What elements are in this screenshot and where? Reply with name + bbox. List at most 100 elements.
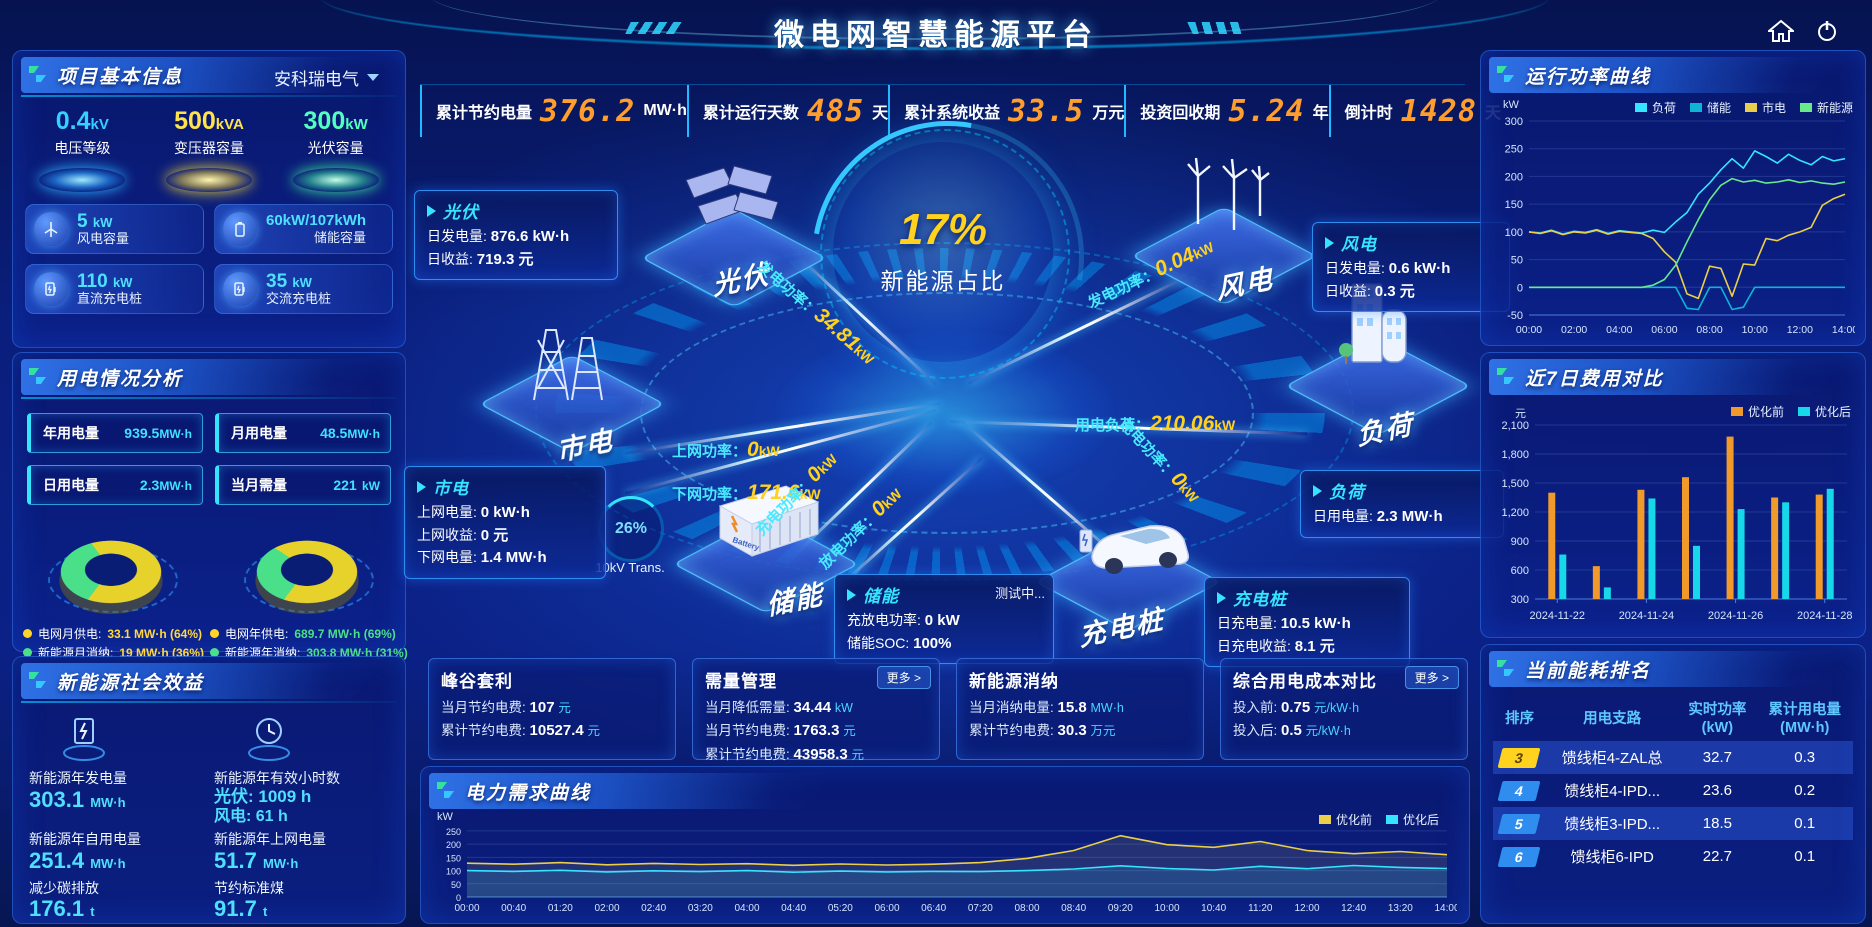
legend-storage[interactable]: 储能 bbox=[1689, 99, 1731, 116]
svg-text:03:20: 03:20 bbox=[688, 903, 713, 914]
demand-chart-legend: 优化前 优化后 bbox=[1318, 811, 1439, 828]
svg-text:01:20: 01:20 bbox=[548, 903, 573, 914]
charger-info-box: 充电桩 日充电量: 10.5 kW·h 日充电收益: 8.1 元 bbox=[1204, 577, 1410, 667]
benefit-self-use: 新能源年自用电量 251.4 MW·h bbox=[29, 831, 141, 874]
cost-comparison-box: 综合用电成本对比 更多 > 投入前: 0.75 元/kW·h 投入后: 0.5 … bbox=[1220, 658, 1468, 760]
ranking-table: 排序 用电支路 实时功率 (kW) 累计用电量 (MW·h) 3 馈线柜4-ZAL… bbox=[1493, 697, 1853, 873]
svg-text:0: 0 bbox=[1517, 282, 1523, 294]
rank-badge: 6 bbox=[1497, 846, 1541, 867]
divider bbox=[21, 397, 397, 399]
svg-text:08:00: 08:00 bbox=[1696, 324, 1722, 336]
grid-info-box: 市电 上网电量: 0 kW·h 上网收益: 0 元 下网电量: 1.4 MW·h bbox=[404, 466, 606, 579]
flow-load-power: 用电负荷：210.06kW bbox=[1075, 412, 1236, 435]
kpi-payback-period: 投资回收期 5.24 年 bbox=[1124, 85, 1329, 137]
svg-text:08:00: 08:00 bbox=[1014, 903, 1039, 914]
arrow-right-icon bbox=[1217, 591, 1226, 604]
arrow-right-icon bbox=[417, 480, 426, 493]
panel-corner-icon bbox=[1497, 368, 1514, 384]
legend-load[interactable]: 负荷 bbox=[1634, 99, 1676, 116]
kpi-countdown: 倒计时 1428 天 bbox=[1328, 85, 1501, 137]
glow-disc-icon bbox=[165, 168, 252, 192]
ranking-table-row[interactable]: 5 馈线柜3-IPD... 18.5 0.1 bbox=[1493, 807, 1853, 841]
cost-y-axis-unit: 元 bbox=[1515, 408, 1526, 420]
legend-grid[interactable]: 市电 bbox=[1744, 99, 1786, 116]
legend-after-optimization[interactable]: 优化后 bbox=[1385, 811, 1439, 828]
svg-text:1,800: 1,800 bbox=[1501, 449, 1529, 461]
svg-text:02:00: 02:00 bbox=[594, 903, 619, 914]
usage-panel-header: 用电情况分析 bbox=[21, 359, 386, 395]
run-power-panel: 运行功率曲线 kW 负荷 储能 市电 新能源 -50 0 50 100 150 200 25… bbox=[1480, 50, 1866, 346]
battery-container-icon: Battery bbox=[718, 485, 820, 557]
testing-status-badge: 测试中... bbox=[995, 586, 1045, 601]
home-button[interactable] bbox=[1762, 14, 1800, 48]
cost-panel-header: 近7日费用对比 bbox=[1489, 359, 1846, 395]
demand-more-button[interactable]: 更多 > bbox=[876, 666, 931, 689]
kpi-run-days: 累计运行天数 485 天 bbox=[686, 85, 888, 137]
svg-text:12:40: 12:40 bbox=[1341, 903, 1366, 914]
svg-text:10:00: 10:00 bbox=[1154, 903, 1179, 914]
donut-legends: 电网月供电: 33.1 MW·h (64%) 电网年供电: 689.7 MW·h (… bbox=[13, 615, 408, 661]
kpi-saved-energy: 累计节约电量 376.2 MW·h bbox=[420, 85, 687, 137]
power-demand-panel: 电力需求曲线 优化前 优化后 kW 0 50 100 150 200 250 00:00 00… bbox=[420, 766, 1470, 924]
legend-before-optimization[interactable]: 优化前 bbox=[1318, 811, 1372, 828]
svg-text:02:00: 02:00 bbox=[1561, 324, 1587, 336]
cost-more-button[interactable]: 更多 > bbox=[1404, 666, 1459, 689]
pedestal-pv-capacity: 300kW 光伏容量 bbox=[277, 107, 395, 192]
ranking-table-row[interactable]: 3 馈线柜4-ZAL总 32.7 0.3 bbox=[1493, 741, 1853, 775]
svg-text:00:00: 00:00 bbox=[1516, 324, 1542, 336]
svg-text:12:00: 12:00 bbox=[1294, 903, 1319, 914]
ranking-table-row[interactable]: 6 馈线柜6-IPD 22.7 0.1 bbox=[1493, 840, 1853, 873]
new-energy-percent-label: 新能源占比 bbox=[880, 268, 1006, 294]
charger-icon bbox=[223, 272, 257, 306]
ev-car-icon bbox=[1079, 525, 1190, 574]
new-energy-consumption-box: 新能源消纳 当月消纳电量: 15.8 MW·h 累计节约电费: 30.3 万元 bbox=[956, 658, 1204, 760]
benefit-co2-reduction: 减少碳排放 176.1 t bbox=[29, 879, 99, 922]
svg-text:0: 0 bbox=[456, 893, 461, 903]
svg-text:06:00: 06:00 bbox=[874, 903, 899, 914]
legend-after-optimization[interactable]: 优化后 bbox=[1797, 403, 1851, 420]
benefit-panel-title: 新能源社会效益 bbox=[57, 672, 205, 694]
cost-compare-chart: 300 600 900 1,200 1,500 1,800 2,100 2024-11-22 2… bbox=[1489, 419, 1855, 628]
legend-grid-year: 电网年供电: 689.7 MW·h (69%) bbox=[210, 625, 408, 642]
svg-text:2024-11-24: 2024-11-24 bbox=[1619, 610, 1674, 622]
wind-turbine-icon bbox=[34, 212, 68, 246]
benefit-coal-saved: 节约标准煤 91.7 t bbox=[214, 879, 284, 922]
svg-text:13:20: 13:20 bbox=[1388, 903, 1413, 914]
chevron-down-icon bbox=[367, 74, 379, 81]
battery-icon bbox=[223, 212, 257, 246]
svg-text:100: 100 bbox=[1505, 227, 1523, 239]
wind-turbines-icon bbox=[1187, 157, 1270, 230]
run-power-chart: -50 0 50 100 150 200 250 300 00:00 02:00 04:00 06:0… bbox=[1489, 113, 1859, 342]
svg-text:05:20: 05:20 bbox=[828, 903, 853, 914]
company-select[interactable]: 安科瑞电气 bbox=[274, 65, 379, 90]
home-icon bbox=[1768, 19, 1794, 42]
transformer-percent: 26% bbox=[598, 496, 664, 562]
svg-text:07:20: 07:20 bbox=[968, 903, 993, 914]
svg-text:04:00: 04:00 bbox=[1606, 324, 1632, 336]
legend-new-energy[interactable]: 新能源 bbox=[1799, 99, 1853, 116]
svg-text:300: 300 bbox=[1505, 116, 1523, 128]
pedestal-voltage: 0.4kV 电压等级 bbox=[23, 107, 141, 192]
svg-text:150: 150 bbox=[1505, 199, 1523, 211]
svg-text:1,500: 1,500 bbox=[1501, 478, 1529, 490]
svg-text:50: 50 bbox=[1511, 255, 1523, 267]
svg-text:900: 900 bbox=[1511, 536, 1529, 548]
svg-text:00:00: 00:00 bbox=[454, 903, 479, 914]
storage-info-box: 储能 测试中... 充放电功率: 0 kW 储能SOC: 100% bbox=[834, 574, 1054, 664]
benefit-effective-hours: 新能源年有效小时数 光伏: 1009 h 风电: 61 h bbox=[214, 770, 340, 826]
tile-storage-capacity: 60kW/107kWh 储能容量 bbox=[214, 204, 393, 254]
legend-before-optimization[interactable]: 优化前 bbox=[1730, 403, 1784, 420]
demand-panel-header: 电力需求曲线 bbox=[429, 773, 837, 809]
panel-corner-icon bbox=[437, 782, 454, 798]
ranking-table-row[interactable]: 4 馈线柜4-IPD... 23.6 0.2 bbox=[1493, 774, 1853, 807]
svg-text:1,200: 1,200 bbox=[1501, 507, 1529, 519]
power-button[interactable] bbox=[1808, 14, 1846, 48]
capacity-tiles: 5 kW 风电容量 60kW/107kWh 储能容量 110 kW 直流充电桩 35 … bbox=[13, 192, 405, 314]
flow-grid-down-power: 下网功率：171.6kW bbox=[672, 481, 821, 504]
cost-panel-title: 近7日费用对比 bbox=[1525, 368, 1664, 390]
svg-text:02:40: 02:40 bbox=[641, 903, 666, 914]
svg-text:2024-11-26: 2024-11-26 bbox=[1708, 610, 1763, 622]
divider bbox=[21, 95, 397, 97]
svg-text:300: 300 bbox=[1511, 594, 1529, 606]
